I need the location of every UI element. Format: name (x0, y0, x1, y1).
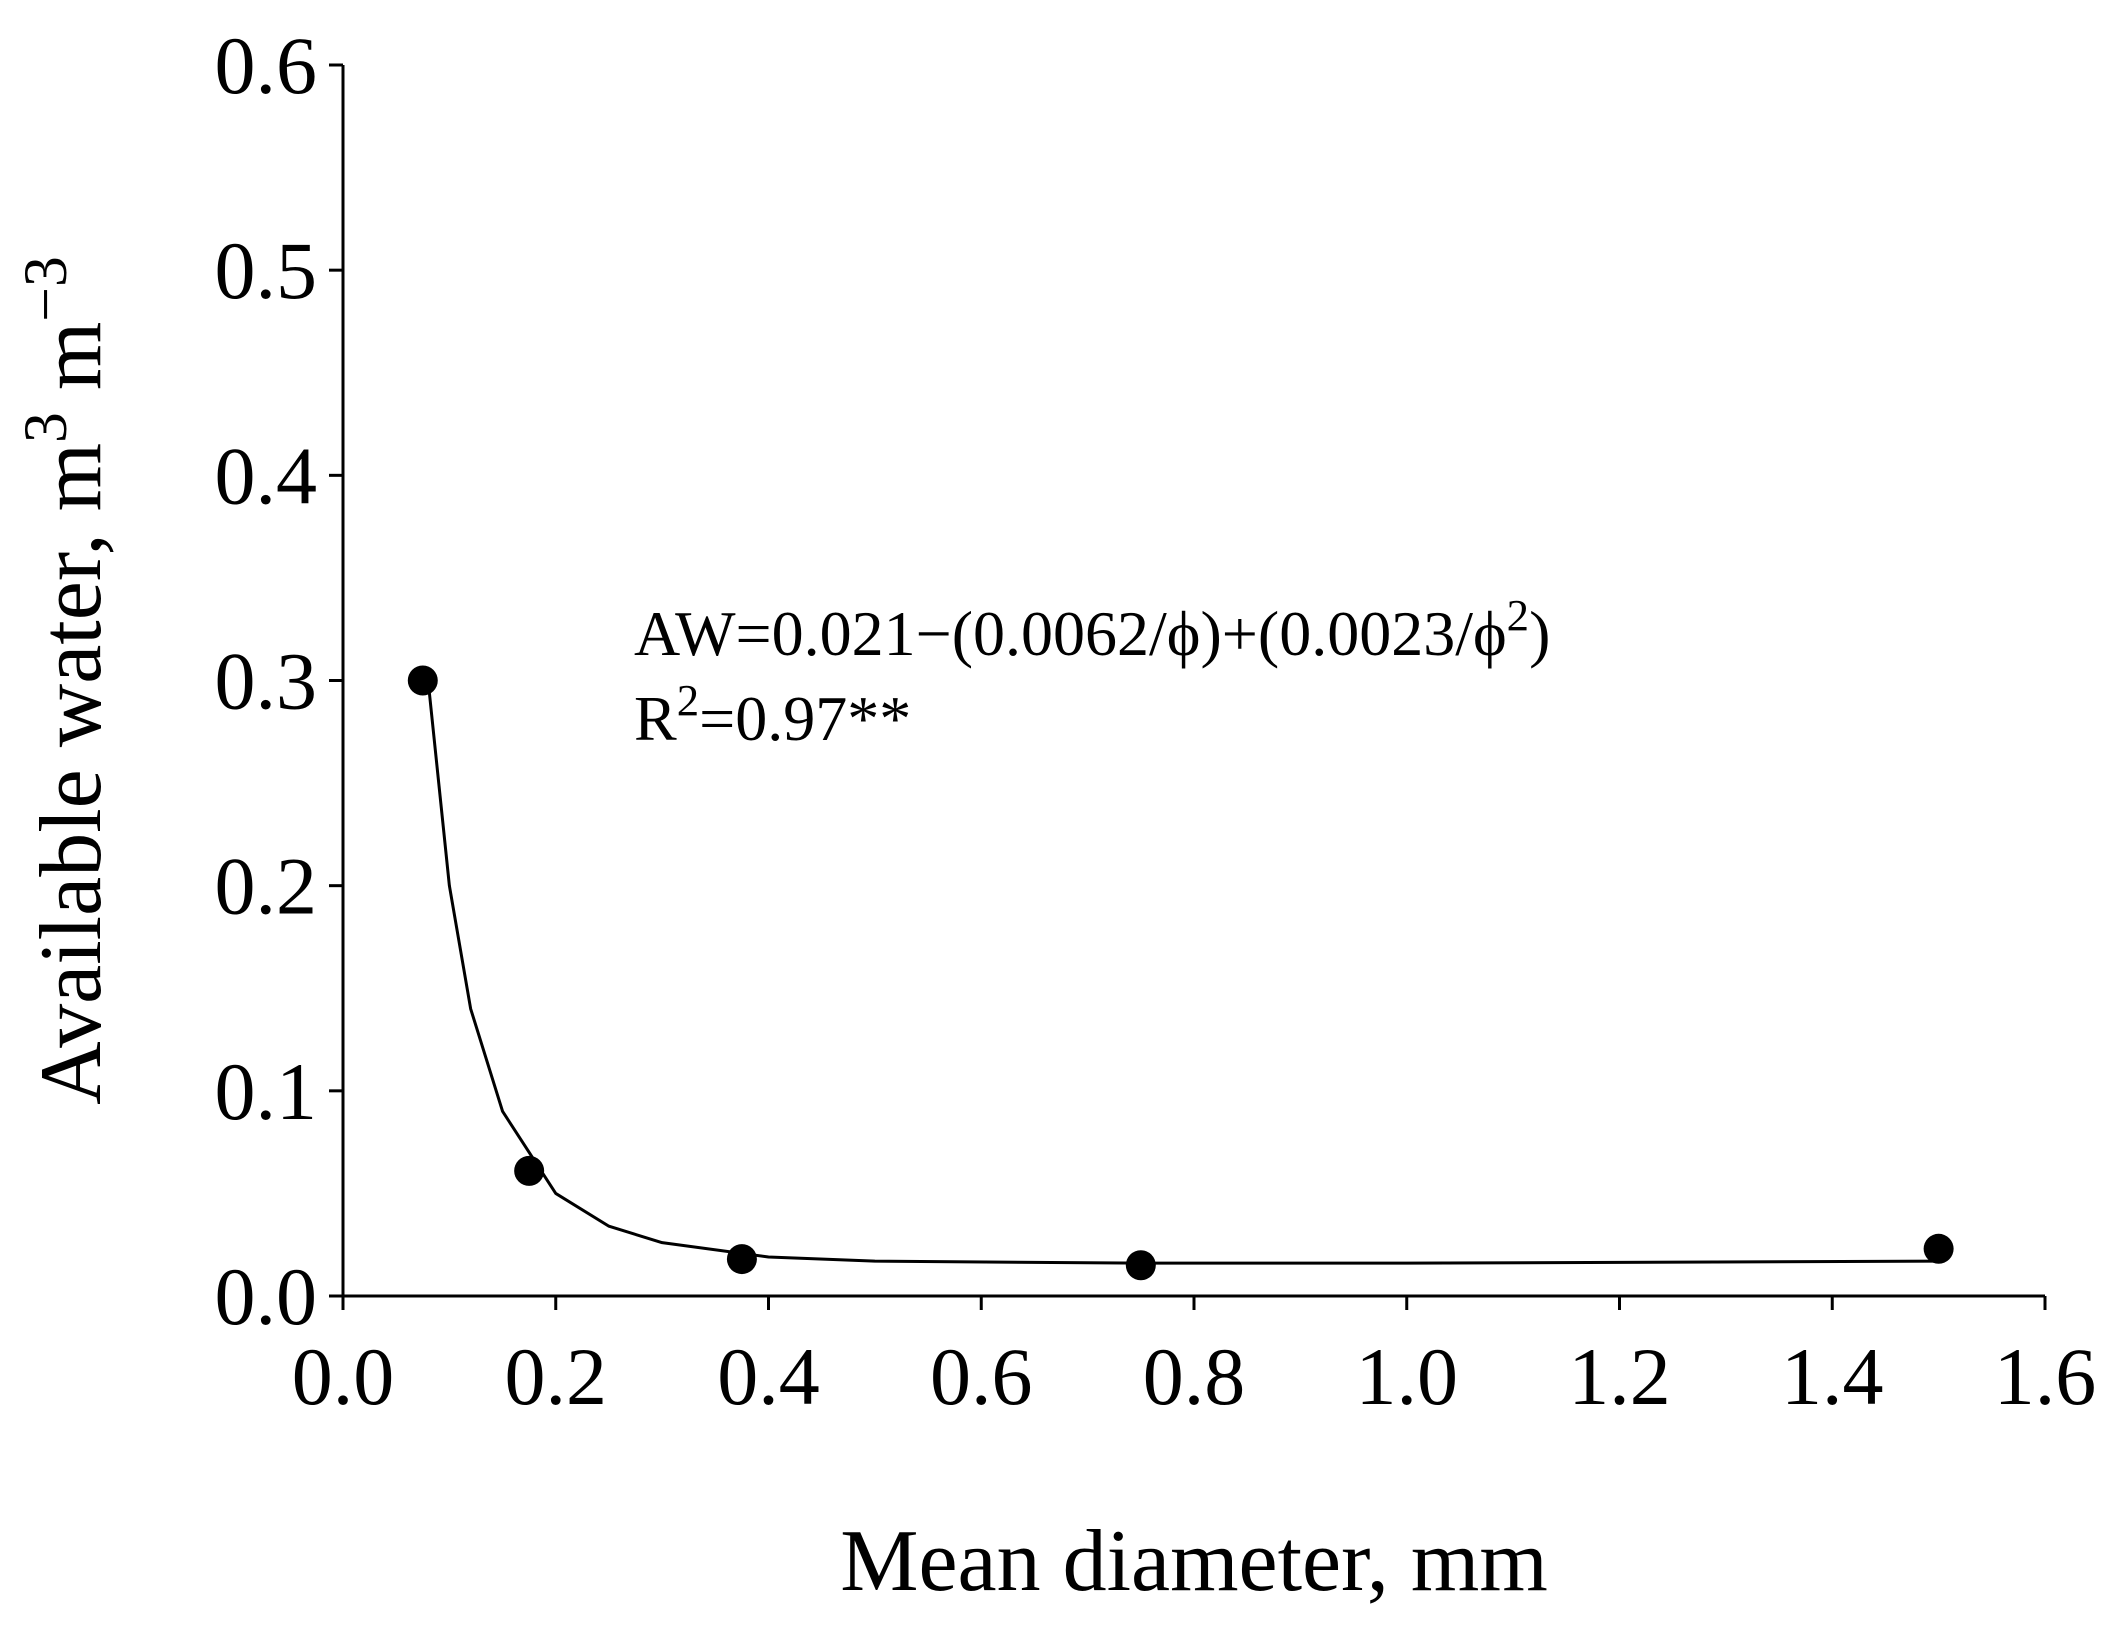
x-tick-label: 0.6 (930, 1331, 1033, 1422)
y-tick-label: 0.1 (215, 1046, 318, 1137)
x-axis-title: Mean diameter, mm (840, 1513, 1548, 1610)
x-tick-label: 0.4 (717, 1331, 820, 1422)
x-tick-label: 0.8 (1143, 1331, 1246, 1422)
data-point (726, 1244, 757, 1275)
x-tick-label: 1.0 (1356, 1331, 1459, 1422)
annotation: AW=0.021−(0.0062/ϕ)+(0.0023/ϕ2) (634, 590, 1550, 669)
annotation: R2=0.97** (634, 675, 911, 754)
annotation-part: ) (1529, 598, 1550, 669)
x-tick-label: 0.0 (292, 1331, 395, 1422)
x-tick-label: 1.2 (1568, 1331, 1671, 1422)
y-axis-title-part: Available water, m (23, 443, 120, 1105)
y-axis-title: Available water, m3 m−3 (12, 256, 120, 1105)
y-axis-title-superscript: 3 (12, 412, 80, 443)
y-axis-title-part: m (23, 322, 120, 412)
y-tick-label: 0.3 (215, 636, 318, 727)
y-tick-label: 0.5 (215, 225, 318, 316)
y-tick-label: 0.6 (215, 20, 318, 111)
data-point (1125, 1250, 1156, 1281)
annotation-part: R (634, 683, 677, 754)
y-tick-label: 0.4 (215, 430, 318, 521)
data-point (514, 1155, 545, 1186)
y-tick-label: 0.2 (215, 841, 318, 932)
fit-curve (426, 680, 1939, 1265)
data-point (407, 665, 438, 696)
data-point (1923, 1233, 1954, 1264)
annotation-part: AW=0.021−(0.0062/ϕ)+(0.0023/ϕ (634, 598, 1507, 669)
y-axis-title-superscript: −3 (12, 256, 80, 322)
x-tick-label: 1.6 (1994, 1331, 2097, 1422)
y-tick-label: 0.0 (215, 1251, 318, 1342)
x-tick-label: 0.2 (505, 1331, 608, 1422)
annotation-superscript: 2 (677, 675, 699, 725)
annotation-part: =0.97** (699, 683, 911, 754)
x-tick-label: 1.4 (1781, 1331, 1884, 1422)
annotation-superscript: 2 (1507, 590, 1529, 640)
